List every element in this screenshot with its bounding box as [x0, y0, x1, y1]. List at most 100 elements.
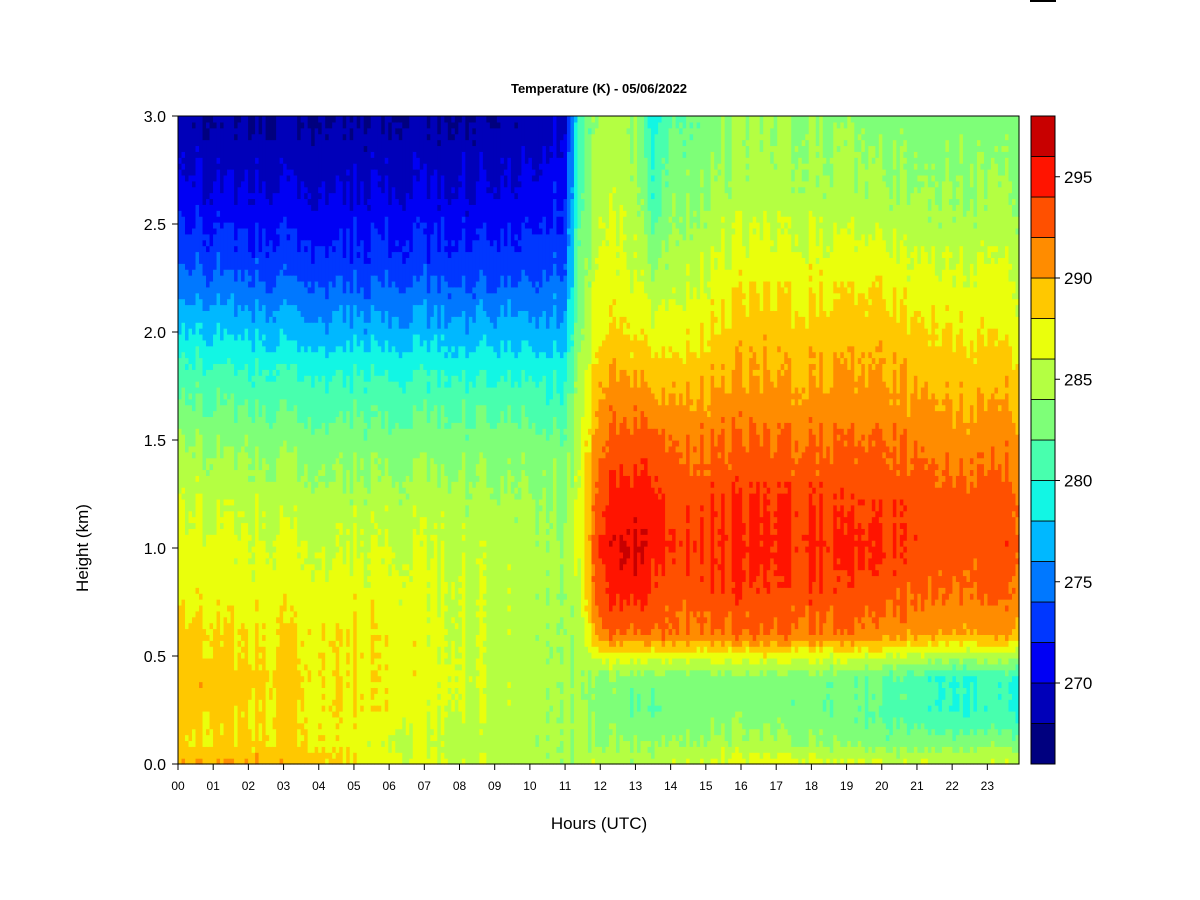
heatmap-cell	[819, 269, 824, 276]
heatmap-cell	[360, 528, 365, 535]
heatmap-cell	[738, 716, 743, 724]
heatmap-cell	[367, 127, 372, 200]
heatmap-cell	[889, 663, 894, 671]
heatmap-cell	[335, 534, 340, 547]
heatmap-cell	[686, 333, 691, 341]
heatmap-cell	[686, 528, 691, 577]
heatmap-cell	[735, 345, 740, 429]
heatmap-cell	[395, 133, 400, 200]
heatmap-cell	[770, 163, 775, 241]
heatmap-cell	[248, 534, 253, 541]
heatmap-cell	[847, 369, 852, 429]
heatmap-cell	[290, 528, 295, 606]
heatmap-cell	[983, 657, 989, 671]
heatmap-cell	[871, 357, 876, 365]
heatmap-cell	[906, 628, 911, 641]
heatmap-cell	[833, 652, 838, 665]
heatmap-cell	[335, 174, 340, 241]
heatmap-cell	[910, 192, 915, 253]
heatmap-cell	[892, 422, 897, 441]
heatmap-cell	[714, 316, 719, 323]
heatmap-cell	[626, 740, 631, 765]
heatmap-cell	[913, 375, 918, 441]
heatmap-cell	[531, 233, 537, 288]
heatmap-cell	[938, 280, 943, 347]
heatmap-cell	[335, 716, 340, 724]
heatmap-cell	[241, 445, 246, 512]
heatmap-cell	[780, 634, 785, 647]
heatmap-cell	[644, 546, 649, 606]
heatmap-cell	[444, 652, 449, 659]
heatmap-cell	[654, 398, 659, 429]
heatmap-cell	[819, 646, 824, 653]
heatmap-cell	[321, 746, 326, 765]
heatmap-cell	[510, 386, 515, 423]
heatmap-cell	[794, 151, 799, 170]
heatmap-cell	[689, 239, 694, 300]
heatmap-cell	[644, 540, 649, 547]
heatmap-cell	[969, 475, 975, 482]
heatmap-cell	[619, 369, 624, 423]
heatmap-cell	[840, 669, 845, 747]
heatmap-cell	[815, 746, 820, 759]
heatmap-cell	[395, 127, 400, 135]
heatmap-cell	[545, 163, 551, 235]
heatmap-cell	[503, 174, 508, 188]
colorbar-swatch	[1030, 601, 1056, 643]
heatmap-cell	[426, 616, 431, 624]
heatmap-cell	[640, 210, 645, 270]
heatmap-cell	[700, 116, 705, 170]
heatmap-cell	[637, 710, 642, 753]
heatmap-cell	[903, 722, 908, 747]
heatmap-cell	[500, 275, 505, 306]
heatmap-cell	[549, 510, 554, 524]
heatmap-cell	[500, 304, 505, 341]
heatmap-cell	[609, 669, 614, 683]
heatmap-cell	[665, 628, 670, 641]
heatmap-cell	[493, 386, 498, 429]
heatmap-cell	[430, 740, 435, 747]
heatmap-cell	[262, 345, 267, 370]
heatmap-cell	[724, 652, 729, 659]
heatmap-cell	[997, 257, 1003, 341]
heatmap-cell	[752, 233, 757, 282]
heatmap-cell	[812, 434, 817, 488]
heatmap-cell	[861, 151, 866, 164]
heatmap-cell	[658, 116, 663, 123]
heatmap-cell	[819, 734, 824, 742]
heatmap-cell	[570, 198, 575, 288]
heatmap-cell	[311, 351, 316, 388]
heatmap-cell	[339, 722, 344, 747]
heatmap-cell	[819, 216, 824, 223]
heatmap-cell	[651, 328, 656, 359]
heatmap-cell	[682, 746, 687, 765]
heatmap-cell	[878, 116, 883, 135]
heatmap-cell	[668, 351, 673, 359]
heatmap-cell	[619, 646, 624, 653]
heatmap-cell	[398, 127, 403, 141]
heatmap-cell	[293, 116, 298, 176]
x-tick-label: 14	[664, 779, 678, 793]
heatmap-cell	[896, 116, 901, 205]
heatmap-cell	[892, 498, 897, 518]
heatmap-cell	[861, 540, 866, 571]
heatmap-cell	[360, 540, 365, 547]
heatmap-cell	[416, 457, 421, 535]
heatmap-cell	[332, 758, 337, 765]
heatmap-cell	[482, 404, 487, 459]
heatmap-cell	[812, 646, 817, 653]
heatmap-cell	[517, 428, 522, 482]
heatmap-cell	[899, 434, 904, 500]
heatmap-cell	[265, 551, 270, 559]
heatmap-cell	[335, 116, 340, 176]
heatmap-cell	[1008, 280, 1013, 347]
heatmap-cell	[693, 540, 698, 553]
heatmap-cell	[395, 422, 400, 482]
heatmap-cell	[924, 251, 929, 329]
heatmap-cell	[805, 133, 810, 141]
heatmap-cell	[458, 345, 463, 382]
heatmap-cell	[969, 640, 975, 653]
heatmap-cell	[990, 722, 996, 742]
heatmap-cell	[580, 699, 586, 765]
heatmap-cell	[451, 616, 456, 624]
